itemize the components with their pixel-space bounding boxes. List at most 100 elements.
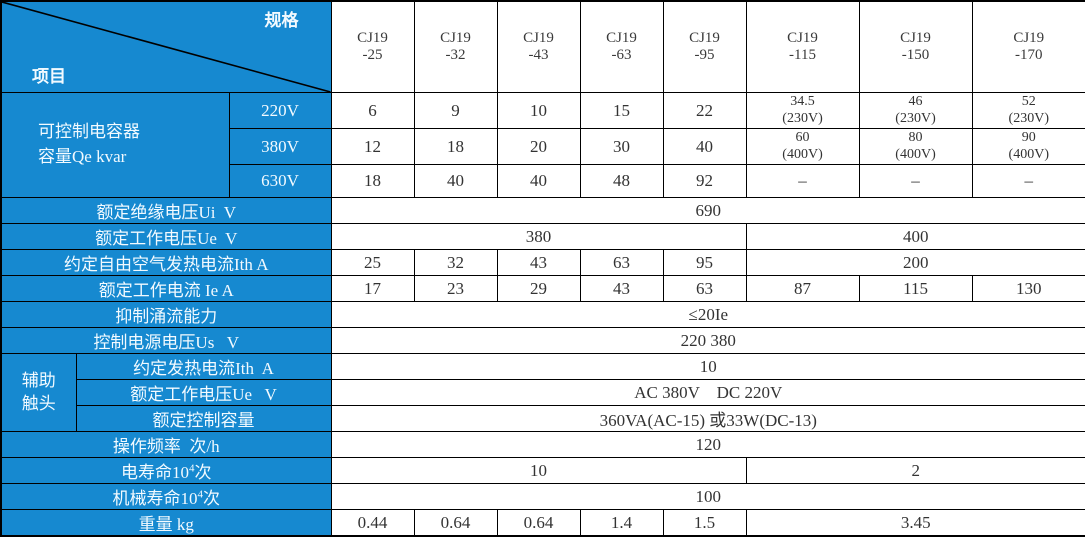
aux-row: 辅助 触头 约定发热电流Ith A 10 [0,353,1085,432]
value-cell: 2 [745,457,1085,484]
spec-row: 抑制涌流能力 ≤20Ie [0,301,1085,328]
model-header: CJ19 -115 [745,0,860,93]
value-cell: ≤20Ie [330,301,1085,328]
capacity-row: 可控制电容器 容量Qe kvar 220V 6 9 10 15 22 34.5 (230V) 46(… [0,92,1085,198]
value-cell: 87 [745,275,860,302]
value-cell: 0.64 [413,509,498,537]
value-cell: 10 [330,457,747,484]
spec-row: 重量 kg 0.44 0.64 0.64 1.4 1.5 3.45 [0,509,1085,537]
capacity-row: 630V 18 40 40 48 92– – – [1,164,1085,198]
value-cell: 100 [330,483,1085,510]
aux-row: 额定工作电压Ue V AC 380V DC 220V [1,379,1085,406]
value-cell: 46 (230V) [858,92,973,129]
value-cell: 115 [858,275,973,302]
value-cell: 92 [662,164,747,198]
value-cell: 25 [330,249,415,276]
row-label: 操作频率 次/h [0,431,332,458]
spec-row: 控制电源电压Us V 220 380 [0,327,1085,354]
value-cell: 360VA(AC-15) 或33W(DC-13) [330,405,1085,432]
value-cell: – [745,164,860,198]
spec-row: 额定工作电流 Ie A 17 23 29 43 63 87 115 130 [0,275,1085,302]
spec-row: 约定自由空气发热电流Ith A 25 32 43 63 95 200 [0,249,1085,276]
aux-row: 额定控制容量 360VA(AC-15) 或33W(DC-13) [1,405,1085,432]
value-cell: 95 [662,249,747,276]
value-cell: 12 [330,128,415,165]
model-header: CJ19 -95 [662,0,747,93]
header-row: 项目 规格 CJ19 -25 CJ19 -32 CJ19 -43 CJ19 -63 CJ19 -9… [0,0,1085,93]
spec-row: 操作频率 次/h 120 [0,431,1085,458]
value-cell: 40 [662,128,747,165]
value-cell: 0.44 [330,509,415,537]
value-cell: 3.45 [745,509,1085,537]
value-cell: 0.64 [496,509,581,537]
corner-item-label: 项目 [32,67,66,86]
value-cell: 130 [971,275,1085,302]
voltage-label: 220V [228,92,332,129]
model-header: CJ19 -25 [330,0,415,93]
value-cell: 18 [413,128,498,165]
row-label: 控制电源电压Us V [0,327,332,354]
value-cell: 220 380 [330,327,1085,354]
value-cell: 29 [496,275,581,302]
value-cell: 63 [579,249,664,276]
row-label: 额定工作电压Ue V [0,223,332,250]
value-cell: 34.5 (230V) [745,92,860,129]
row-label: 机械寿命104次 [0,483,332,510]
value-cell: 6 [330,92,415,129]
value-cell: 15 [579,92,664,129]
capacity-label: 可控制电容器 容量Qe kvar [0,92,230,198]
value-cell: – [971,164,1085,198]
row-label: 额定绝缘电压Ui V [0,197,332,224]
diagonal-line [2,2,331,92]
spec-row: 机械寿命104次 100 [0,483,1085,510]
row-label: 约定自由空气发热电流Ith A [0,249,332,276]
value-cell: 200 [745,249,1085,276]
value-cell: 63 [662,275,747,302]
value-cell: 9 [413,92,498,129]
value-cell: 60 (400V) [745,128,860,165]
value-cell: 32 [413,249,498,276]
spec-row: 额定绝缘电压Ui V 690 [0,197,1085,224]
value-cell: AC 380V DC 220V [330,379,1085,406]
value-cell: 20 [496,128,581,165]
spec-row: 额定工作电压Ue V 380 400 [0,223,1085,250]
row-label: 约定发热电流Ith A [75,353,332,380]
value-cell: 48 [579,164,664,198]
value-cell: 10 [496,92,581,129]
model-header: CJ19 -170 [971,0,1085,93]
aux-contacts-label: 辅助 触头 [0,353,77,432]
model-header: CJ19 -63 [579,0,664,93]
value-cell: 40 [496,164,581,198]
spec-row: 电寿命104次 10 2 [0,457,1085,484]
value-cell: 43 [579,275,664,302]
value-cell: 690 [330,197,1085,224]
value-cell: 17 [330,275,415,302]
value-cell: 43 [496,249,581,276]
corner-cell: 项目 规格 [0,0,332,93]
value-cell: 22 [662,92,747,129]
value-cell: 10 [330,353,1085,380]
value-cell: 18 [330,164,415,198]
model-header: CJ19 -43 [496,0,581,93]
row-label: 重量 kg [0,509,332,537]
value-cell: 1.4 [579,509,664,537]
row-label: 额定控制容量 [75,405,332,432]
model-header: CJ19 -32 [413,0,498,93]
value-cell: 400 [745,223,1085,250]
row-label: 额定工作电压Ue V [75,379,332,406]
row-label: 电寿命104次 [0,457,332,484]
value-cell: 80 (400V) [858,128,973,165]
voltage-label: 380V [228,128,332,165]
value-cell: 90 (400V) [971,128,1085,165]
value-cell: 30 [579,128,664,165]
value-cell: 52 (230V) [971,92,1085,129]
value-cell: 1.5 [662,509,747,537]
row-label: 抑制涌流能力 [0,301,332,328]
value-cell: 380 [330,223,747,250]
value-cell: – [858,164,973,198]
value-cell: 23 [413,275,498,302]
value-cell: 40 [413,164,498,198]
model-header: CJ19 -150 [858,0,973,93]
